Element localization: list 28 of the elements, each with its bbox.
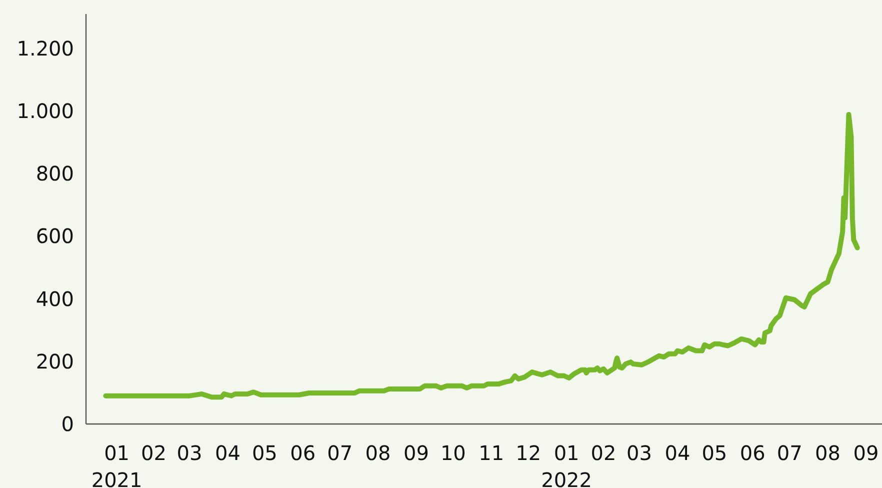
x-tick-label: 03 — [626, 441, 652, 465]
y-tick-label: 1.000 — [16, 99, 74, 124]
x-tick-label: 06 — [740, 441, 766, 465]
x-tick-label: 10 — [440, 441, 466, 465]
x-tick-label: 12 — [516, 441, 542, 465]
x-tick-label: 08 — [815, 441, 841, 465]
y-tick-label: 600 — [36, 224, 74, 248]
x-tick-label: 09 — [404, 441, 429, 465]
x-tick-label: 07 — [776, 441, 802, 465]
y-tick-label: 0 — [61, 412, 74, 436]
x-tick-label: 06 — [290, 441, 316, 465]
x-tick-label: 08 — [365, 441, 391, 465]
x-tick-label: 11 — [478, 441, 504, 465]
x-tick-label: 05 — [702, 441, 728, 465]
x-tick-label: 07 — [327, 441, 353, 465]
x-tick-label: 05 — [252, 441, 278, 465]
y-tick-label: 400 — [36, 286, 74, 311]
x-tick-label: 09 — [853, 441, 879, 465]
y-tick-label: 1.200 — [16, 36, 74, 60]
x-tick-label: 02 — [141, 441, 166, 465]
y-tick-label: 200 — [36, 349, 74, 374]
x-tick-label: 01 2021 — [91, 441, 142, 488]
x-tick-label: 01 2022 — [541, 441, 592, 488]
x-tick-label: 03 — [176, 441, 202, 465]
y-tick-label: 800 — [36, 162, 74, 186]
x-tick-label: 04 — [664, 441, 690, 465]
x-tick-label: 02 — [590, 441, 616, 465]
x-tick-label: 04 — [214, 441, 240, 465]
